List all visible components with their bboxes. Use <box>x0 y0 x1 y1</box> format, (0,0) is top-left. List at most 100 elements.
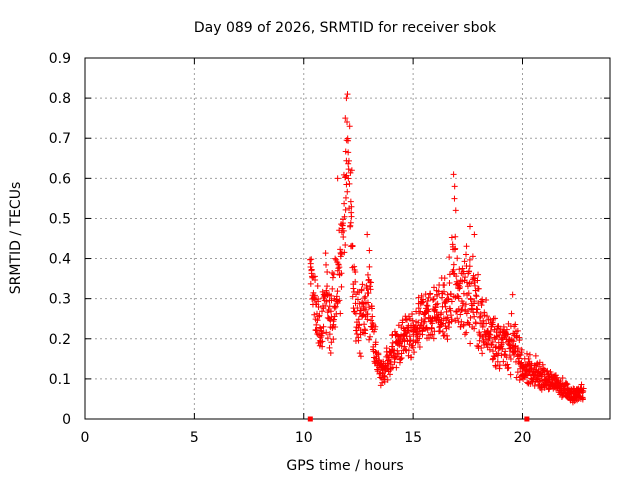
data-point <box>472 292 479 299</box>
data-point <box>448 316 455 323</box>
data-point <box>518 346 525 353</box>
data-point <box>334 175 341 182</box>
data-point <box>332 255 339 262</box>
data-point <box>419 299 426 306</box>
x-axis-label: GPS time / hours <box>286 458 403 474</box>
data-point <box>451 195 458 202</box>
data-point <box>424 303 431 310</box>
data-point <box>348 209 355 216</box>
data-point <box>340 227 347 234</box>
data-point <box>328 339 335 346</box>
y-tick-label: 0.7 <box>49 131 71 147</box>
data-point <box>342 242 349 249</box>
data-point <box>351 263 358 270</box>
data-point <box>347 169 354 176</box>
data-point <box>348 203 355 210</box>
data-point <box>463 243 470 250</box>
data-points <box>306 91 587 422</box>
data-point <box>523 350 530 357</box>
data-point <box>452 245 459 252</box>
data-point <box>483 297 490 304</box>
data-point <box>430 296 437 303</box>
data-point <box>428 325 435 332</box>
data-point <box>459 265 466 272</box>
data-point <box>474 277 481 284</box>
data-point <box>434 311 441 318</box>
data-point <box>469 253 476 260</box>
data-point <box>499 345 506 352</box>
data-point <box>452 207 459 214</box>
data-point <box>334 298 341 305</box>
data-point <box>488 342 495 349</box>
data-point <box>500 358 507 365</box>
data-point <box>504 331 511 338</box>
data-point <box>361 321 368 328</box>
data-point <box>464 283 471 290</box>
data-point <box>347 198 354 205</box>
y-tick-label: 0 <box>62 412 71 428</box>
data-point <box>489 321 496 328</box>
data-point <box>479 350 486 357</box>
data-point <box>393 364 400 371</box>
data-point <box>398 350 405 357</box>
data-point <box>416 344 423 351</box>
data-point <box>440 288 447 295</box>
data-point <box>356 350 363 357</box>
data-point <box>462 301 469 308</box>
data-point <box>338 270 345 277</box>
data-point <box>514 348 521 355</box>
data-point <box>446 280 453 287</box>
data-point <box>344 91 351 98</box>
data-point <box>367 279 374 286</box>
data-point <box>375 351 382 358</box>
data-point <box>324 335 331 342</box>
data-point <box>319 308 326 315</box>
data-point <box>403 316 410 323</box>
data-point <box>367 286 374 293</box>
data-point <box>418 292 425 299</box>
data-point <box>467 340 474 347</box>
data-point <box>544 367 551 374</box>
data-point <box>416 335 423 342</box>
data-point <box>315 303 322 310</box>
data-point <box>341 213 348 220</box>
data-point <box>336 297 343 304</box>
data-point <box>471 325 478 332</box>
data-point <box>430 284 437 291</box>
data-point <box>368 305 375 312</box>
data-point <box>415 305 422 312</box>
data-point <box>328 313 335 320</box>
data-point <box>473 293 480 300</box>
data-point <box>457 323 464 330</box>
data-point <box>364 311 371 318</box>
data-point <box>480 317 487 324</box>
data-point <box>429 331 436 338</box>
data-point <box>331 304 338 311</box>
data-point <box>465 290 472 297</box>
data-point <box>354 296 361 303</box>
data-point <box>496 362 503 369</box>
data-point <box>479 298 486 305</box>
data-point <box>354 305 361 312</box>
data-point <box>466 256 473 263</box>
data-point <box>336 264 343 271</box>
data-point <box>396 359 403 366</box>
data-point <box>507 371 514 378</box>
axis-marker <box>524 416 530 422</box>
data-point <box>484 340 491 347</box>
data-point <box>307 280 314 287</box>
data-point <box>434 293 441 300</box>
data-point <box>345 166 352 173</box>
data-point <box>486 346 493 353</box>
data-point <box>479 324 486 331</box>
data-point <box>471 298 478 305</box>
data-point <box>353 330 360 337</box>
data-point <box>372 323 379 330</box>
data-point <box>467 296 474 303</box>
data-point <box>455 295 462 302</box>
data-point <box>463 310 470 317</box>
data-point <box>330 336 337 343</box>
data-point <box>456 266 463 273</box>
data-point <box>357 353 364 360</box>
data-point <box>332 303 339 310</box>
